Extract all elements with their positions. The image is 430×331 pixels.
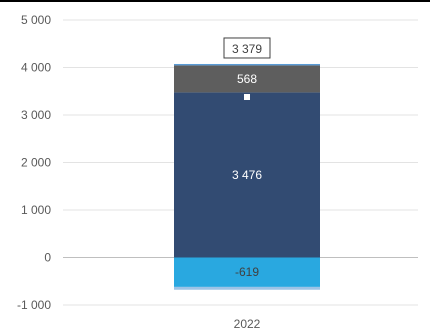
bar-segment-4: [174, 63, 320, 66]
y-tick-label: 0: [44, 251, 51, 265]
total-marker: [244, 93, 250, 100]
y-tick-label: 4 000: [21, 61, 51, 75]
y-tick-label: -1 000: [17, 298, 51, 312]
data-labels: -619 3 476 568 3 379: [223, 37, 271, 279]
total-label: 3 379: [232, 42, 262, 56]
data-label: -619: [235, 265, 259, 279]
y-axis-ticks: -1 000 0 1 000 2 000 3 000 4 000 5 000: [17, 13, 51, 312]
y-tick-label: 3 000: [21, 108, 51, 122]
x-category-label: 2022: [234, 317, 261, 331]
data-label: 568: [237, 72, 257, 86]
x-axis-categories: 2022: [234, 317, 261, 331]
data-label: 3 476: [232, 168, 262, 182]
bar-segment-1: [174, 286, 320, 290]
y-tick-label: 2 000: [21, 156, 51, 170]
bar-segment-2: [174, 92, 320, 258]
y-tick-label: 1 000: [21, 203, 51, 217]
bar-segment-3: [174, 65, 320, 93]
total-label-box: [223, 37, 271, 59]
bar-segment-0: [174, 257, 320, 287]
y-tick-label: 5 000: [21, 13, 51, 27]
bars: [174, 63, 320, 290]
